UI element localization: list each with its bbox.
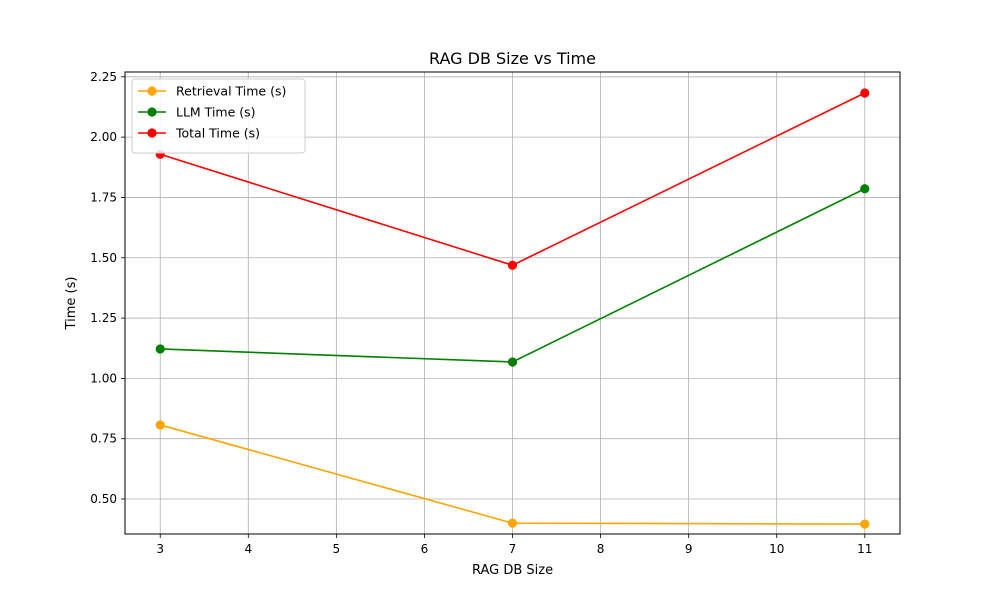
data-point [860,184,870,194]
data-point [507,357,518,367]
series-layer [155,88,870,529]
y-axis: 0.50 0.75 1.00 1.25 1.50 1.75 2.00 2.25 [90,70,125,506]
legend-box [131,78,306,154]
legend-marker [147,128,157,138]
legend: Retrieval Time (s) LLM Time (s) Total Time… [131,78,306,154]
data-point [860,88,870,98]
data-point [155,344,165,354]
legend-item: Retrieval Time (s) [138,84,286,99]
legend-marker [147,86,157,96]
x-tick-label: 10 [769,542,784,556]
y-tick-label: 2.25 [90,70,117,84]
legend-item: Total Time (s) [138,126,260,141]
legend-marker [147,107,157,117]
data-point [860,519,870,529]
y-tick-label: 2.00 [90,130,117,144]
y-tick-label: 0.50 [90,492,117,506]
legend-label: Total Time (s) [175,126,260,141]
x-tick-label: 7 [509,542,517,556]
series-1 [155,184,870,367]
x-tick-label: 11 [857,542,872,556]
legend-label: Retrieval Time (s) [176,84,286,99]
x-axis-label: RAG DB Size [472,563,553,578]
x-tick-label: 8 [597,542,605,556]
x-tick-label: 5 [333,542,341,556]
y-tick-label: 1.75 [90,190,117,204]
x-tick-label: 3 [156,542,164,556]
data-point [507,518,518,528]
x-tick-label: 4 [244,542,252,556]
y-tick-label: 0.75 [90,432,117,446]
legend-item: LLM Time (s) [138,105,256,120]
x-tick-label: 6 [421,542,429,556]
y-tick-label: 1.00 [90,371,117,385]
x-tick-label: 9 [685,542,693,556]
grid [125,72,900,534]
chart-title: RAG DB Size vs Time [429,49,596,68]
legend-label: LLM Time (s) [176,105,256,120]
y-axis-label: Time (s) [64,277,79,331]
series-0 [155,420,870,529]
data-point [507,260,518,270]
data-point [155,420,165,430]
y-tick-label: 1.50 [90,251,117,265]
y-tick-label: 1.25 [90,311,117,325]
x-axis: 3 4 5 6 7 8 9 10 11 [156,534,872,556]
